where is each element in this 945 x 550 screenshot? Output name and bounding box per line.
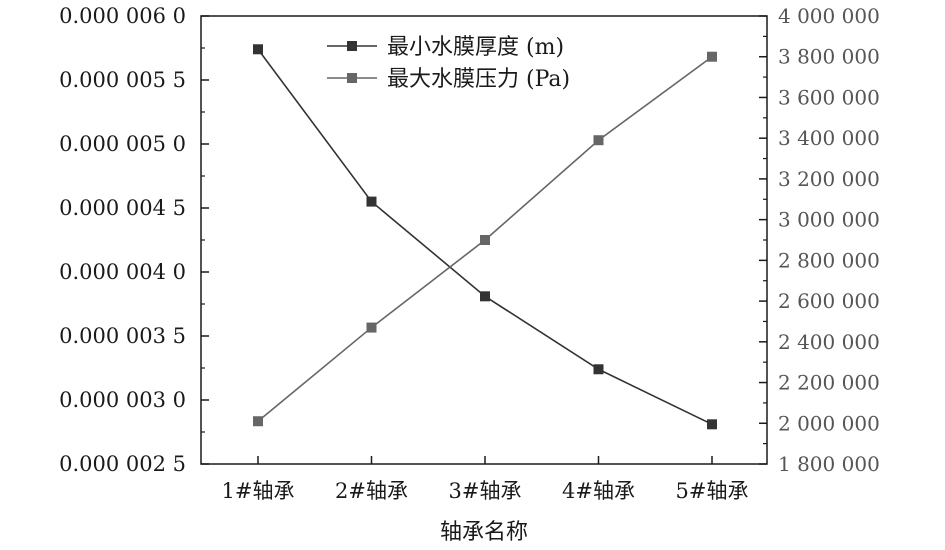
series-1-point xyxy=(707,419,717,430)
legend-marker-1 xyxy=(347,41,357,51)
right-tick-label: 4 000 000 xyxy=(778,4,880,28)
x-tick-label: 4#轴承 xyxy=(562,479,635,503)
left-tick-label: 0.000 003 5 xyxy=(59,324,186,348)
right-tick-label: 3 400 000 xyxy=(778,126,880,150)
x-axis: 1#轴承 2#轴承 3#轴承 4#轴承 5#轴承 xyxy=(222,456,749,503)
right-tick-label: 3 600 000 xyxy=(778,85,880,109)
left-tick-label: 0.000 002 5 xyxy=(59,452,186,476)
right-tick-label: 1 800 000 xyxy=(778,452,880,476)
x-tick-label: 1#轴承 xyxy=(222,479,295,503)
series-1-point xyxy=(480,291,490,302)
right-tick-label: 3 000 000 xyxy=(778,208,880,232)
left-tick-label: 0.000 005 5 xyxy=(59,68,186,92)
x-axis-title: 轴承名称 xyxy=(440,520,528,545)
right-tick-label: 2 600 000 xyxy=(778,289,880,313)
series-2-point xyxy=(366,322,377,333)
right-tick-label: 2 800 000 xyxy=(778,248,880,272)
series-layer xyxy=(253,44,717,430)
left-tick-label: 0.000 006 0 xyxy=(59,4,186,28)
series-1-point xyxy=(593,364,604,375)
left-y-axis: 0.000 002 5 0.000 003 0 0.000 003 5 0.000 0… xyxy=(59,4,209,476)
right-tick-label: 2 000 000 xyxy=(778,411,880,435)
series-2-point xyxy=(707,51,717,62)
series-2-point xyxy=(593,135,604,146)
x-tick-label: 3#轴承 xyxy=(449,479,522,503)
right-tick-label: 2 200 000 xyxy=(778,371,880,395)
right-tick-label: 3 200 000 xyxy=(778,167,880,191)
left-tick-label: 0.000 005 0 xyxy=(59,132,186,156)
series-2-point xyxy=(253,416,263,427)
left-tick-label: 0.000 004 5 xyxy=(59,196,186,220)
legend-marker-2 xyxy=(347,73,357,83)
right-tick-label: 2 400 000 xyxy=(778,330,880,354)
legend-label-1: 最小水膜厚度 (m) xyxy=(387,35,564,60)
legend-label-2: 最大水膜压力 (Pa) xyxy=(387,67,570,92)
left-tick-label: 0.000 004 0 xyxy=(59,260,186,284)
x-tick-label: 2#轴承 xyxy=(335,479,408,503)
series-1-point xyxy=(366,196,377,207)
series-1-point xyxy=(253,44,263,55)
right-y-axis: 1 800 000 2 000 000 2 200 000 2 400 000 2 60… xyxy=(759,4,880,476)
x-tick-label: 5#轴承 xyxy=(676,479,749,503)
legend: 最小水膜厚度 (m) 最大水膜压力 (Pa) xyxy=(327,35,570,92)
right-tick-label: 3 800 000 xyxy=(778,45,880,69)
left-tick-label: 0.000 003 0 xyxy=(59,388,186,412)
series-2-point xyxy=(480,235,490,245)
